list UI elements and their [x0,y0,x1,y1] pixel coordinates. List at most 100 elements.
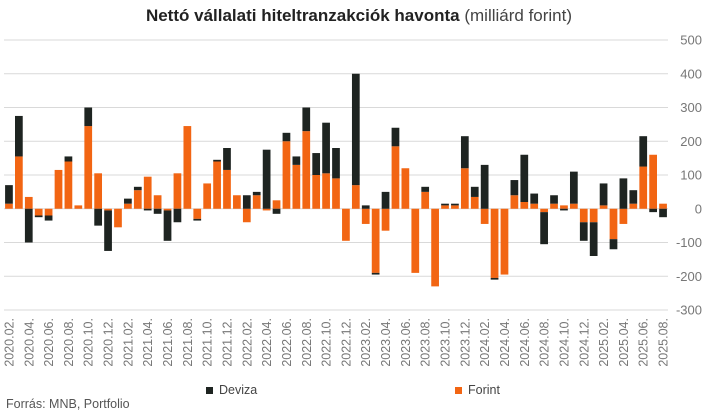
x-tick-label: 2020.04. [22,318,36,367]
bar-deviza-2022.10. [322,122,330,174]
bar-deviza-2020.03. [15,115,23,157]
y-tick-label: 300 [680,100,702,115]
bar-forint-2022.04. [262,208,271,211]
bar-deviza-2024.11. [569,171,578,204]
y-tick-label: -300 [676,303,702,318]
bar-deviza-2022.09. [312,153,321,175]
x-tick-label: 2021.08. [181,318,195,367]
bar-forint-2020.10. [84,126,93,209]
bar-deviza-2024.06. [520,154,529,202]
bar-forint-2022.03. [252,195,261,209]
x-tick-label: 2021.04. [141,318,155,367]
bar-deviza-2023.05. [391,127,400,147]
bar-forint-2021.04. [143,176,152,209]
legend: Deviza Forint [0,383,718,401]
bar-forint-2023.07. [411,208,420,273]
bar-forint-2024.06. [520,202,529,209]
bar-forint-2022.08. [302,131,311,209]
bar-deviza-2023.04. [381,191,390,209]
bar-deviza-2024.07. [530,193,539,204]
bar-forint-2022.02. [242,208,251,223]
bar-deviza-2023.12. [460,136,469,169]
x-tick-label: 2020.02. [2,318,16,367]
bar-deviza-2022.11. [332,148,340,179]
bar-deviza-2021.02. [124,198,132,204]
bar-forint-2020.03. [15,156,23,209]
x-tick-label: 2024.04. [498,318,512,367]
y-tick-label: 100 [680,168,702,183]
bar-deviza-2021.06. [163,210,172,241]
bar-forint-2021.03. [133,190,142,209]
bar-forint-2022.12. [342,208,350,241]
x-tick-label: 2022.08. [300,318,314,367]
bar-deviza-2024.02. [480,164,489,209]
legend-swatch-deviza [206,386,213,394]
bar-deviza-2021.12. [223,148,231,170]
bar-forint-2021.07. [173,173,182,209]
bar-forint-2024.11. [569,203,578,209]
x-tick-label: 2022.12. [339,318,353,367]
bar-deviza-2025.03. [609,239,618,250]
x-tick-label: 2024.06. [518,318,532,367]
bar-deviza-2023.01. [351,73,360,186]
x-tick-label: 2023.08. [419,318,433,367]
bar-forint-2024.03. [490,208,499,278]
bar-deviza-2022.08. [302,107,311,132]
bar-forint-2023.08. [421,191,430,209]
x-tick-label: 2024.08. [538,318,552,367]
bar-deviza-2020.11. [94,208,103,226]
bar-deviza-2022.04. [262,149,271,209]
x-tick-label: 2022.02. [240,318,254,367]
legend-item-forint: Forint [455,383,500,397]
bar-forint-2020.02. [5,203,13,209]
bar-forint-2022.01. [233,195,241,209]
bar-forint-2025.02. [599,205,608,209]
chart-title: Nettó vállalati hiteltranzakciók havonta… [0,6,718,26]
bar-forint-2020.05. [34,208,43,216]
bar-deviza-2023.08. [421,186,430,192]
x-tick-label: 2022.10. [320,318,334,367]
bar-deviza-2021.09. [193,218,202,221]
bar-forint-2020.04. [24,196,33,209]
bar-deviza-2020.05. [34,215,43,218]
x-tick-label: 2023.02. [359,318,373,367]
x-tick-label: 2022.06. [280,318,294,367]
bar-deviza-2025.07. [649,208,657,213]
bar-deviza-2022.07. [292,156,301,165]
bar-deviza-2025.01. [589,222,598,256]
bar-forint-2022.05. [272,200,281,209]
bar-deviza-2020.10. [84,107,93,127]
bar-deviza-2024.12. [579,222,588,241]
bar-deviza-2020.08. [64,156,73,162]
bar-deviza-2025.02. [599,183,608,206]
bar-deviza-2022.06. [282,132,291,142]
bar-forint-2024.07. [530,203,539,209]
y-tick-label: 0 [695,201,702,216]
bar-forint-2025.07. [649,154,657,209]
bar-deviza-2023.11. [451,203,459,206]
bar-forint-2024.04. [500,208,509,275]
bar-forint-2021.01. [114,208,122,228]
bar-forint-2020.12. [104,208,112,211]
chart-title-main: Nettó vállalati hiteltranzakciók havonta [145,6,460,25]
x-tick-label: 2020.08. [62,318,76,367]
bar-deviza-2025.04. [619,178,628,209]
x-tick-label: 2020.12. [102,318,116,367]
bar-forint-2024.12. [579,208,588,223]
bar-forint-2021.02. [124,203,132,209]
bar-forint-2024.02. [480,208,489,224]
bar-forint-2021.05. [153,195,162,209]
bar-forint-2025.03. [609,208,618,240]
bar-deviza-2020.12. [104,210,112,251]
bar-forint-2021.11. [213,161,221,209]
legend-label-deviza: Deviza [219,383,258,397]
bar-forint-2023.12. [460,168,469,209]
bar-forint-2021.12. [223,169,231,209]
bar-deviza-2020.04. [24,208,33,243]
bar-forint-2023.01. [351,185,360,209]
bar-forint-2023.10. [441,205,449,209]
bars [5,73,667,287]
chart-title-unit: (milliárd forint) [464,6,573,25]
bar-forint-2022.10. [322,173,330,209]
bar-deviza-2024.08. [540,212,548,245]
